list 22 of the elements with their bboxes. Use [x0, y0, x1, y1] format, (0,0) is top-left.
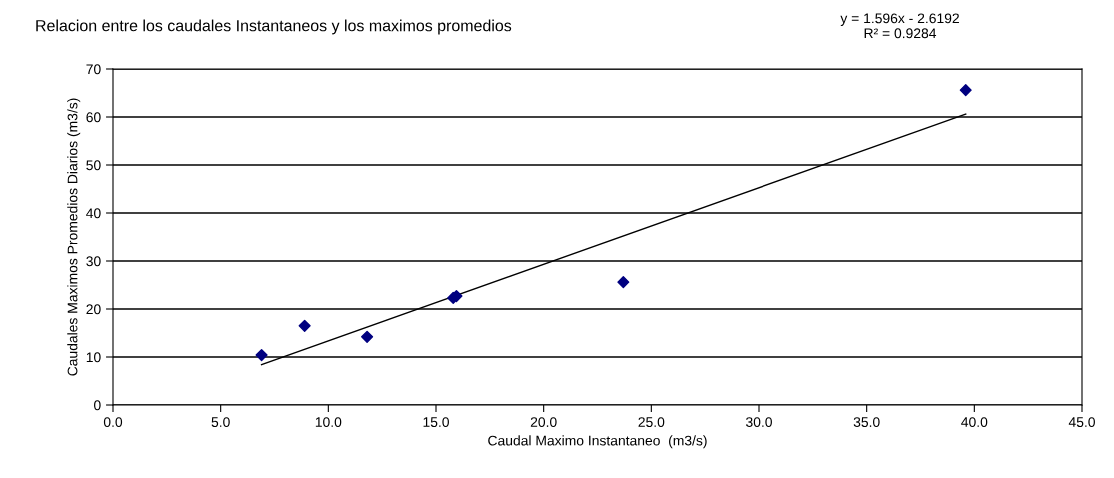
text: y = 1.596x - 2.6192 R² = 0.9284 — [840, 13, 959, 39]
y-tick-label: 60 — [86, 112, 101, 123]
x-tick-label: 5.0 — [211, 417, 230, 428]
x-tick-label: 45.0 — [1068, 417, 1095, 428]
x-tick-label: 10.0 — [315, 417, 342, 428]
y-tick-label: 30 — [86, 256, 101, 267]
x-tick-label: 30.0 — [746, 417, 772, 428]
y-tick-label: 20 — [86, 304, 101, 315]
x-tick-label: 15.0 — [423, 417, 449, 428]
x-tick-label: 25.0 — [638, 417, 665, 428]
x-tick-label: 0.0 — [103, 417, 123, 428]
x-tick-label: 20.0 — [530, 417, 557, 428]
x-axis-title: Caudal Maximo Instantaneo (m3/s) — [488, 435, 707, 449]
x-tick-label: 35.0 — [853, 417, 880, 428]
y-tick-label: 70 — [86, 64, 101, 75]
chart-title: Relacion entre los caudales Instantaneos y los maximos promedios — [36, 19, 512, 35]
y-tick-label: 10 — [86, 352, 101, 363]
x-tick-label: 40.0 — [961, 417, 988, 428]
y-axis-title: Caudales Maximos Promedios Diarios (m3/s) — [67, 98, 81, 376]
y-tick-label: 50 — [86, 160, 101, 171]
y-tick-label: 0 — [94, 400, 101, 411]
y-tick-label: 40 — [86, 208, 101, 219]
